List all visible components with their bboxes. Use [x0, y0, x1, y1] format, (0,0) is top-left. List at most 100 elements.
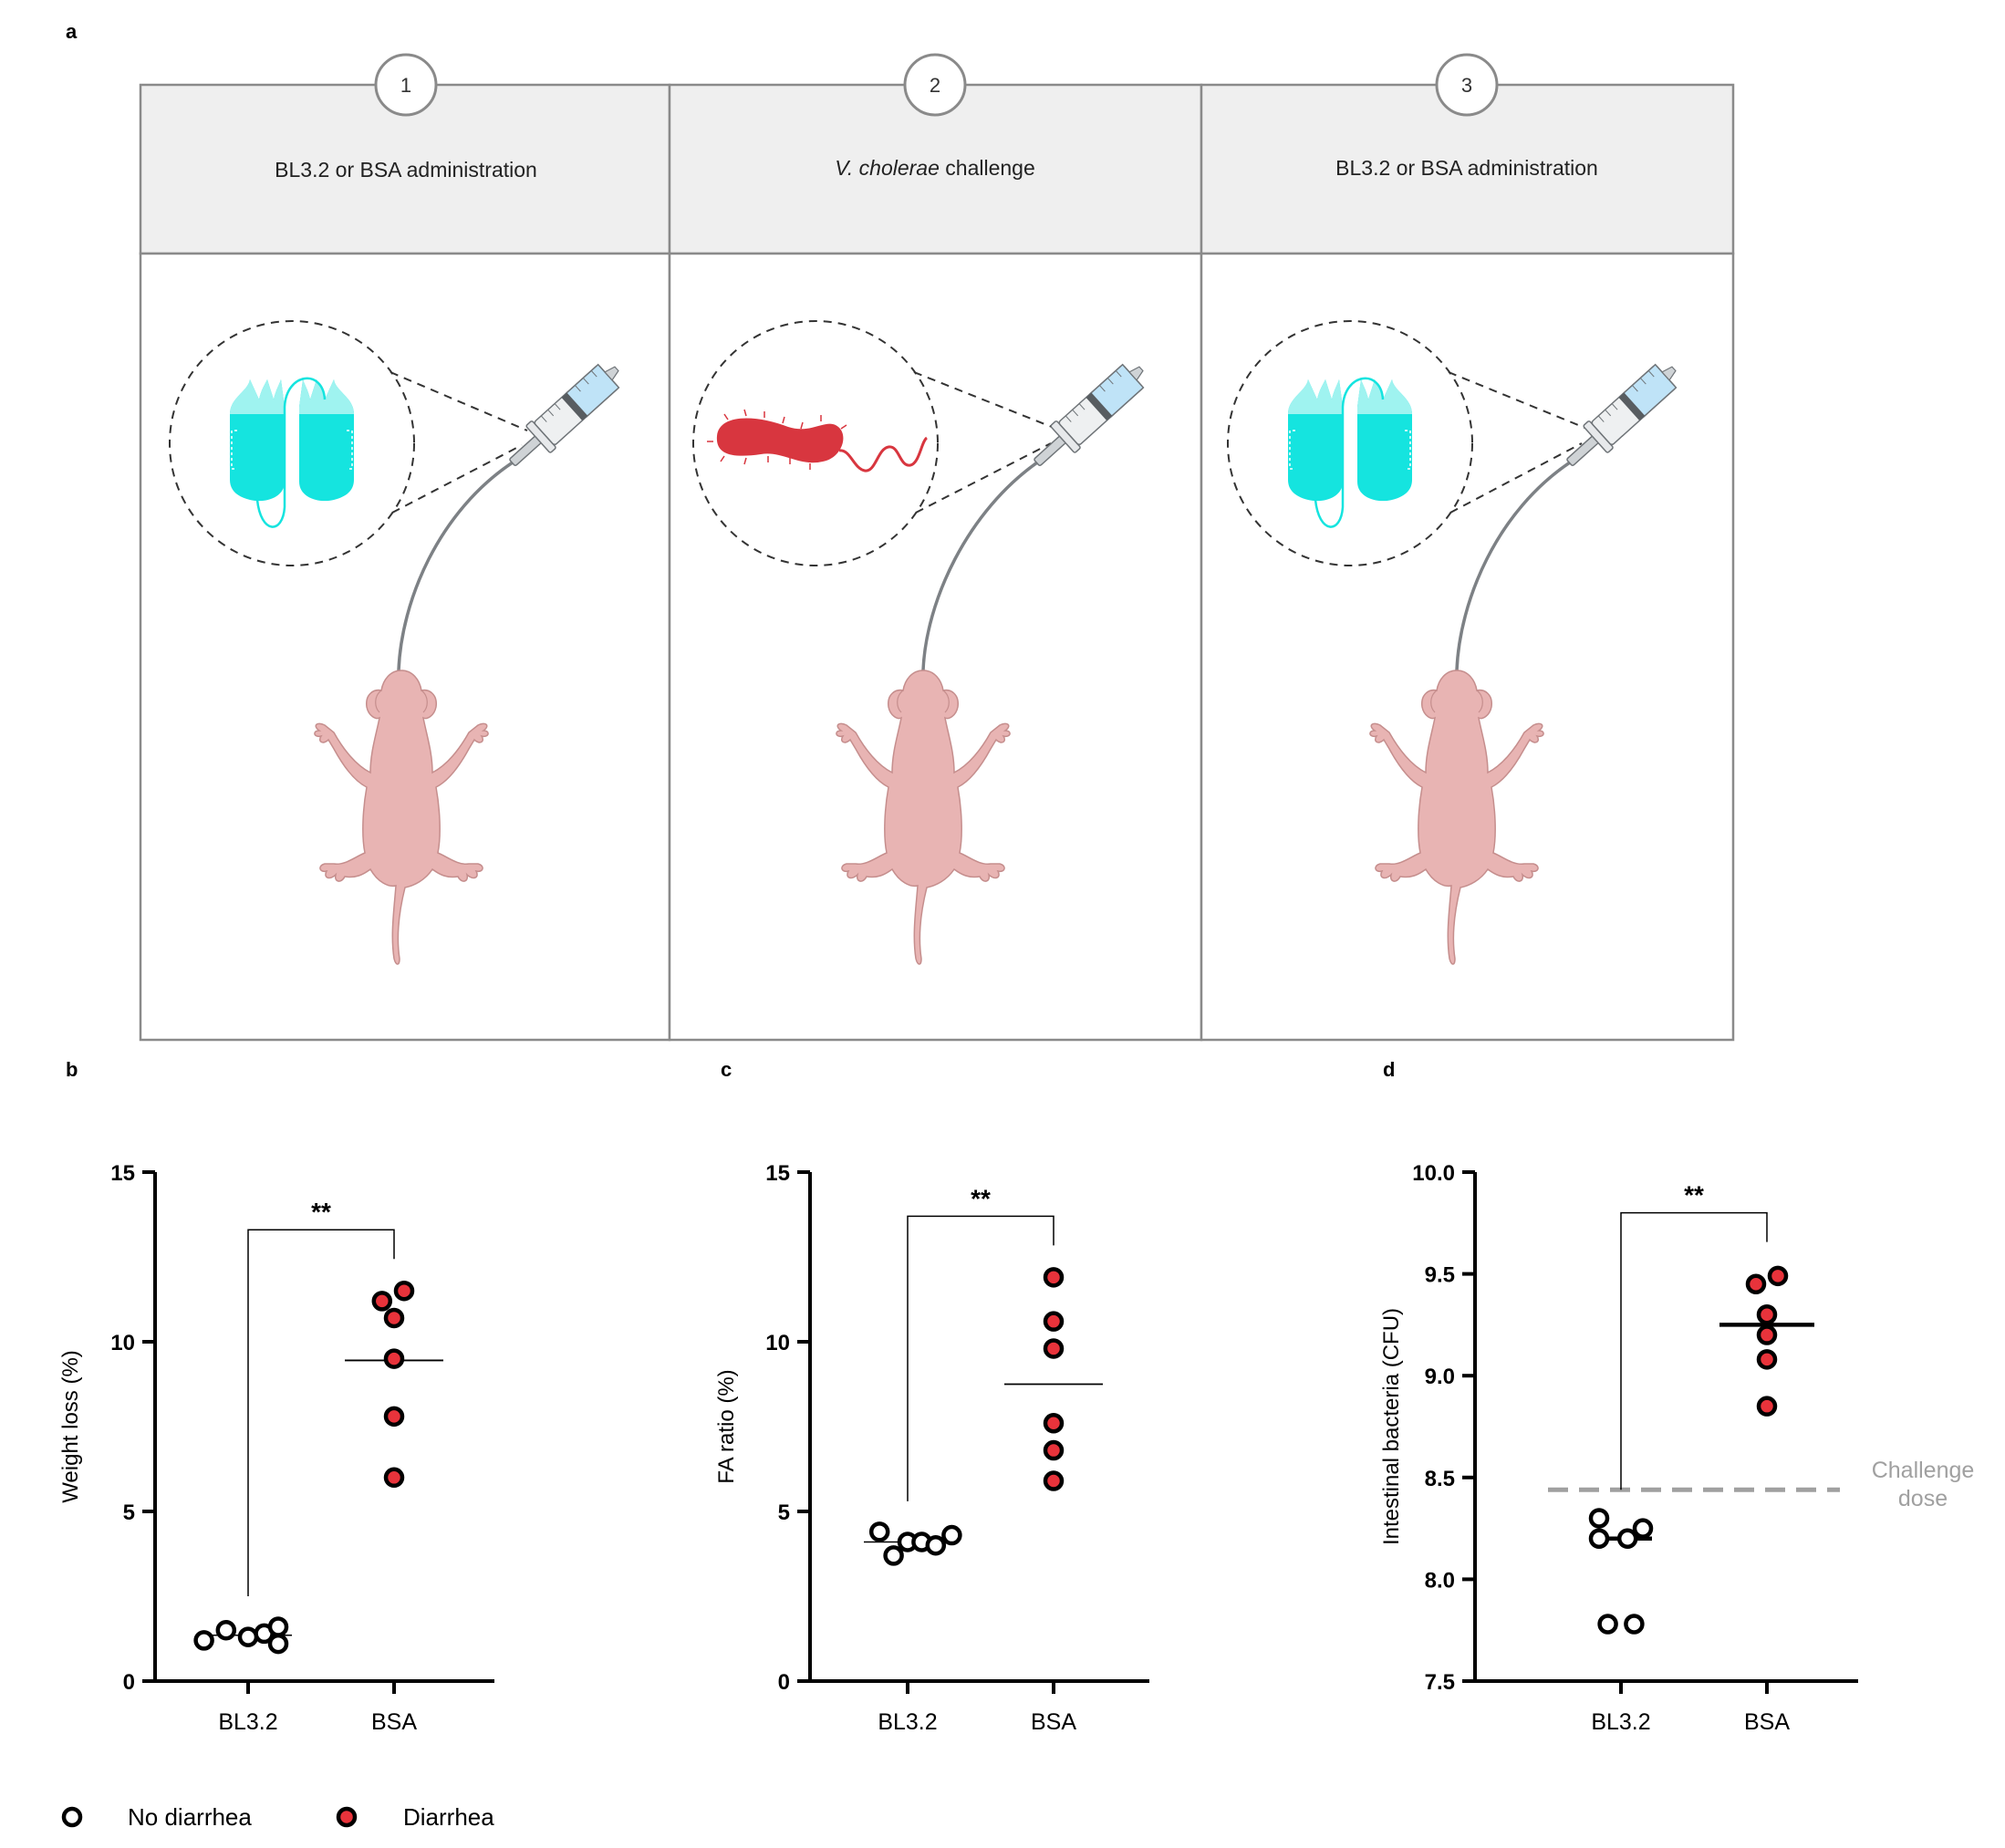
- panel-label-c: c: [721, 1058, 732, 1081]
- data-point-no-diarrhea: [1616, 1528, 1638, 1550]
- data-point-diarrhea: [1767, 1265, 1789, 1287]
- x-tick-label-bl32: BL3.2: [1591, 1709, 1650, 1735]
- data-point-diarrhea: [1756, 1303, 1778, 1325]
- data-point-diarrhea: [1043, 1338, 1065, 1359]
- data-point-no-diarrhea: [237, 1626, 259, 1647]
- data-point-no-diarrhea: [1597, 1614, 1618, 1635]
- y-tick-label: 10.0: [1412, 1161, 1455, 1186]
- data-point-no-diarrhea: [267, 1633, 289, 1655]
- chart-b-y-ticks: 0 5 10 15: [110, 1161, 155, 1695]
- step-1-tube: [397, 459, 516, 671]
- bracket-line: [1620, 1211, 1768, 1490]
- step-3-zoom-line-top: [1448, 371, 1588, 430]
- x-tick-label-bsa: BSA: [371, 1709, 417, 1735]
- panel-label-b: b: [66, 1058, 78, 1081]
- y-tick-label: 7.5: [1425, 1670, 1455, 1695]
- data-point-no-diarrhea: [925, 1534, 947, 1556]
- chart-c: FA ratio (%) 0 5 10 15 BL3.2 BSA **: [714, 1161, 1149, 1735]
- chart-b-y-label: Weight loss (%): [58, 1350, 83, 1503]
- step-2-tube: [921, 459, 1041, 671]
- data-point-diarrhea: [1043, 1439, 1065, 1461]
- step-2-title-rest: challenge: [940, 156, 1035, 180]
- y-tick-label: 5: [123, 1500, 135, 1525]
- chart-d-points: [1588, 1265, 1789, 1635]
- y-tick-label: 9.5: [1425, 1263, 1455, 1288]
- data-point-diarrhea: [383, 1307, 405, 1329]
- data-point-diarrhea: [1043, 1413, 1065, 1434]
- data-point-diarrhea: [1043, 1267, 1065, 1288]
- chart-c-mean-lines: [864, 1383, 1103, 1543]
- x-tick-label-bsa: BSA: [1744, 1709, 1790, 1735]
- chart-c-y-ticks: 0 5 10 15: [765, 1161, 810, 1695]
- step-2: 2 V. cholerae challenge: [668, 53, 1203, 1042]
- data-point-diarrhea: [1756, 1349, 1778, 1370]
- chart-d-challenge-dose-label-1: Challenge: [1872, 1458, 1975, 1483]
- step-1-zoom-circle: [169, 320, 415, 566]
- legend-no-diarrhea-marker: [61, 1806, 83, 1828]
- chart-b-significance-stars: **: [311, 1198, 331, 1226]
- step-3-tube: [1455, 459, 1574, 671]
- step-1: 1 BL3.2 or BSA administration: [139, 53, 671, 1042]
- step-2-zoom-circle: [692, 320, 939, 566]
- chart-b-x-ticks: BL3.2 BSA: [218, 1681, 417, 1735]
- legend: No diarrhea Diarrhea: [61, 1803, 494, 1831]
- legend-no-diarrhea-label: No diarrhea: [128, 1803, 252, 1831]
- data-point-no-diarrhea: [1624, 1614, 1645, 1635]
- step-2-zoom-line-bottom: [915, 442, 1052, 514]
- step-1-number-circle: [374, 53, 438, 117]
- data-point-no-diarrhea: [1588, 1508, 1610, 1529]
- step-1-number: 1: [400, 74, 411, 97]
- x-tick-label-bl32: BL3.2: [218, 1709, 277, 1735]
- x-tick-label-bsa: BSA: [1031, 1709, 1076, 1735]
- step-2-title: V. cholerae challenge: [835, 156, 1035, 180]
- x-tick-label-bl32: BL3.2: [878, 1709, 937, 1735]
- chart-d-significance-stars: **: [1684, 1181, 1704, 1210]
- panel-label-d: d: [1383, 1058, 1395, 1081]
- chart-c-y-label: FA ratio (%): [714, 1369, 739, 1483]
- data-point-no-diarrhea: [193, 1630, 214, 1651]
- chart-c-significance-bracket: [907, 1215, 1054, 1501]
- data-point-no-diarrhea: [1588, 1528, 1610, 1550]
- data-point-no-diarrhea: [215, 1619, 237, 1641]
- step-3: 3 BL3.2 or BSA administration: [1200, 53, 1735, 1042]
- data-point-no-diarrhea: [941, 1524, 962, 1546]
- y-tick-label: 10: [110, 1331, 135, 1355]
- data-point-no-diarrhea: [267, 1616, 289, 1637]
- panel-label-a: a: [66, 20, 78, 43]
- chart-d-x-ticks: BL3.2 BSA: [1591, 1681, 1790, 1735]
- chart-b-mean-lines: [204, 1359, 443, 1636]
- chart-c-significance-stars: **: [971, 1184, 991, 1212]
- step-3-number: 3: [1461, 74, 1472, 97]
- step-3-zoom-circle: [1227, 320, 1473, 566]
- step-2-zoom-line-top: [913, 371, 1057, 430]
- schematic-panel: 1 BL3.2 or BSA administration 2 V. chole…: [139, 53, 1735, 1042]
- chart-b-points: [193, 1280, 415, 1655]
- step-1-zoom-line-top: [390, 371, 528, 431]
- chart-c-points: [868, 1267, 1065, 1566]
- step-3-number-circle: [1435, 53, 1499, 117]
- step-2-number: 2: [930, 74, 940, 97]
- chart-d-significance-bracket: [1620, 1211, 1768, 1490]
- bracket-line: [247, 1229, 395, 1596]
- y-tick-label: 15: [765, 1161, 790, 1186]
- step-2-title-italic: V. cholerae: [835, 156, 940, 180]
- y-tick-label: 0: [778, 1670, 790, 1695]
- bracket-line: [907, 1215, 1054, 1501]
- y-tick-label: 5: [778, 1500, 790, 1525]
- step-3-zoom-line-bottom: [1449, 442, 1583, 514]
- data-point-diarrhea: [383, 1348, 405, 1369]
- chart-d-mean-lines: [1590, 1323, 1814, 1542]
- chart-d-y-label: Intestinal bacteria (CFU): [1379, 1308, 1404, 1545]
- y-tick-label: 0: [123, 1670, 135, 1695]
- y-tick-label: 10: [765, 1331, 790, 1355]
- step-2-number-circle: [903, 53, 967, 117]
- data-point-diarrhea: [393, 1280, 415, 1302]
- data-point-no-diarrhea: [883, 1545, 904, 1566]
- data-point-diarrhea: [383, 1406, 405, 1428]
- legend-diarrhea-label: Diarrhea: [403, 1803, 494, 1831]
- data-point-diarrhea: [1043, 1470, 1065, 1491]
- chart-d-y-ticks: 7.5 8.0 8.5 9.0 9.5 10.0: [1412, 1161, 1475, 1695]
- chart-d-challenge-dose-label-2: dose: [1898, 1486, 1948, 1511]
- y-tick-label: 8.5: [1425, 1467, 1455, 1491]
